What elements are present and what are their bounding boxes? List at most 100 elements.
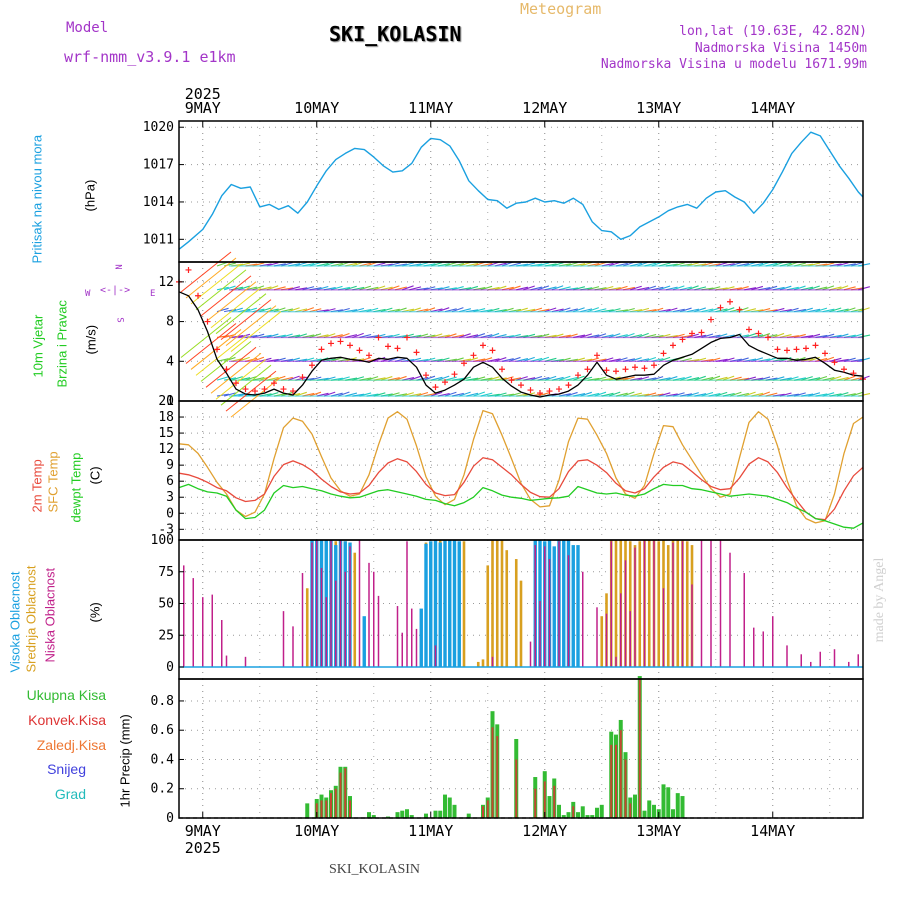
wind-unit: (m/s) — [83, 324, 99, 355]
gust-marker — [698, 329, 705, 336]
top-date-label: 14MAY — [750, 99, 796, 117]
gust-marker — [556, 386, 562, 393]
compass-cross-icon: <-|-> — [100, 285, 131, 296]
convective-rain-bar — [629, 803, 632, 818]
total-rain-bar — [633, 794, 637, 818]
gust-marker — [784, 347, 790, 354]
gust-marker — [822, 350, 828, 357]
low-cloud-bar — [605, 613, 608, 667]
total-rain-bar — [367, 812, 371, 818]
total-rain-bar — [395, 812, 400, 818]
wind-arrow — [205, 281, 257, 323]
mid-cloud-bar — [500, 540, 504, 667]
gust-marker — [385, 343, 391, 350]
gust-marker — [195, 292, 201, 299]
gust-marker — [632, 364, 638, 371]
gust-marker — [337, 338, 344, 345]
low-cloud-bar — [596, 607, 598, 667]
total-rain-bar — [580, 806, 585, 818]
gust-marker — [356, 347, 363, 354]
legend-snow: Snijeg — [47, 761, 86, 777]
gust-marker — [309, 362, 315, 369]
bottom-date-label: 9MAY — [184, 822, 221, 840]
y-tick-label: 6 — [166, 474, 174, 489]
y-tick-label: 21 — [158, 394, 174, 409]
convective-rain-bar — [486, 800, 489, 818]
high-cloud-bar — [571, 545, 575, 667]
high-cloud-bar — [576, 545, 580, 667]
gust-marker — [413, 349, 420, 356]
low-cloud-bar — [833, 649, 836, 667]
gust-marker — [394, 345, 401, 352]
low-cloud-bar — [653, 540, 655, 667]
low-cloud-bar — [368, 562, 370, 667]
y-tick-label: 1020 — [143, 120, 174, 135]
total-rain-bar — [405, 809, 409, 818]
sfc-temp-line — [178, 409, 864, 524]
total-rain-bar — [576, 812, 580, 818]
legend-convective-rain: Konvek.Kisa — [28, 712, 106, 728]
wind-arrow — [185, 257, 237, 299]
low-cloud-bar — [629, 611, 631, 667]
convective-rain-bar — [320, 800, 323, 818]
low-cloud-bar — [762, 631, 764, 667]
y-tick-label: 50 — [158, 597, 174, 612]
high-cloud-bar — [448, 540, 452, 667]
low-cloud-bar — [406, 541, 408, 667]
mid-cloud-bar — [676, 540, 680, 667]
total-rain-bar — [433, 810, 438, 818]
mid-cloud-bar — [486, 565, 490, 667]
wind-arrow — [223, 392, 236, 397]
gust-marker — [432, 384, 439, 391]
total-rain-bar — [590, 815, 595, 818]
gust-marker — [831, 359, 838, 366]
low-cloud-bar — [772, 616, 774, 667]
y-tick-label: 75 — [158, 565, 174, 580]
total-rain-bar — [547, 796, 552, 818]
y-tick-label: 0.4 — [151, 752, 175, 767]
low-cloud-bar — [282, 611, 285, 667]
gust-marker — [641, 365, 648, 372]
panel-frame — [178, 120, 864, 263]
gust-marker — [841, 366, 847, 373]
total-rain-bar — [585, 815, 590, 818]
low-cloud-bar — [729, 552, 731, 667]
gust-marker — [793, 346, 800, 353]
y-tick-label: 0 — [166, 660, 174, 675]
low-cloud-bar — [396, 606, 399, 667]
low-cloud-bar — [567, 555, 570, 667]
low-cloud-bar — [582, 571, 584, 667]
wind-arrow — [180, 317, 232, 358]
low-cloud-bar — [225, 655, 228, 667]
gust-marker — [328, 340, 334, 347]
high-cloud-bar — [433, 540, 438, 667]
convective-rain-bar — [349, 800, 351, 818]
high-cloud-bar — [562, 540, 566, 667]
total-rain-bar — [661, 784, 666, 818]
gust-marker — [774, 346, 781, 353]
gust-marker — [442, 379, 448, 386]
low-cloud-bar — [292, 626, 294, 667]
legend-total-rain: Ukupna Kisa — [26, 687, 106, 703]
top-date-label: 11MAY — [408, 99, 454, 117]
temp-2m-line — [178, 457, 864, 521]
gust-marker — [594, 352, 600, 359]
low-cloud-bar — [719, 540, 722, 667]
mid-cloud-bar — [628, 541, 632, 667]
wind-arrow — [216, 376, 229, 381]
wind-speed-line — [178, 291, 864, 398]
y-tick-label: 15 — [158, 426, 174, 441]
gust-marker — [755, 330, 762, 337]
total-rain-bar — [666, 787, 671, 818]
mid-cloud-bar — [600, 616, 604, 667]
gust-marker — [622, 366, 629, 373]
low-cloud-bar — [335, 580, 337, 667]
wind-title-1: 10m Vjetar — [30, 314, 46, 378]
convective-rain-bar — [491, 727, 494, 818]
convective-rain-bar — [334, 788, 337, 818]
gust-marker — [603, 367, 610, 374]
low-cloud-bar — [202, 597, 204, 667]
y-tick-label: 3 — [166, 490, 174, 505]
high-cloud-bar — [429, 541, 433, 667]
high-cloud-bar — [443, 540, 447, 667]
